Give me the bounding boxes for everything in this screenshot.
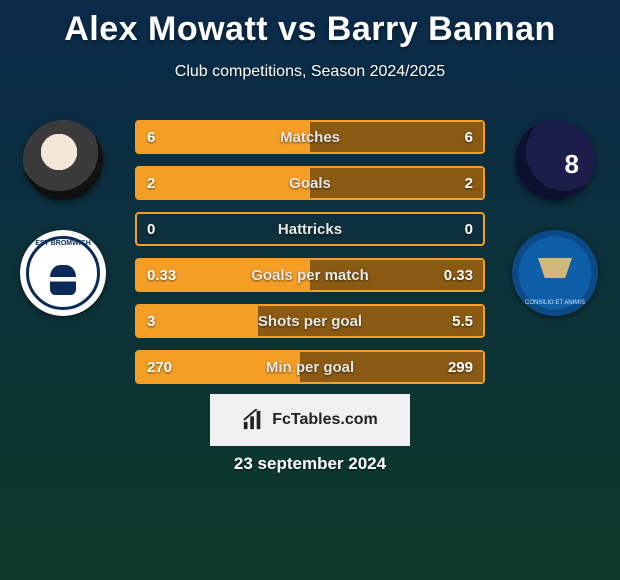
stat-value-left: 270: [147, 359, 172, 376]
stat-value-right: 2: [465, 175, 473, 192]
stat-row: 2 2 Goals: [135, 166, 485, 200]
stat-label: Min per goal: [266, 359, 354, 376]
club-crest-left: EST BROMWICH: [20, 230, 106, 316]
crest-text: EST BROMWICH: [20, 240, 106, 247]
crest-bird-icon: [50, 265, 76, 295]
stat-label: Matches: [280, 129, 340, 146]
stat-fill-right: [310, 168, 483, 198]
watermark-text: FcTables.com: [272, 411, 378, 429]
stat-row: 6 6 Matches: [135, 120, 485, 154]
watermark: FcTables.com: [210, 394, 410, 446]
stat-value-left: 6: [147, 129, 155, 146]
chart-icon: [242, 409, 264, 431]
player-avatar-right: [515, 120, 595, 200]
stat-label: Shots per goal: [258, 313, 362, 330]
stat-row: 3 5.5 Shots per goal: [135, 304, 485, 338]
stat-value-right: 6: [465, 129, 473, 146]
stat-row: 0 0 Hattricks: [135, 212, 485, 246]
stat-value-left: 2: [147, 175, 155, 192]
stats-panel: 6 6 Matches 2 2 Goals 0 0 Hattricks 0.33 0.33 Goals…: [135, 120, 485, 384]
crest-motto: CONSILIO ET ANIMIS: [525, 300, 585, 306]
stat-label: Goals per match: [251, 267, 369, 284]
stat-label: Goals: [289, 175, 331, 192]
stat-value-left: 0.33: [147, 267, 176, 284]
stat-value-right: 0.33: [444, 267, 473, 284]
stat-label: Hattricks: [278, 221, 342, 238]
stat-row: 270 299 Min per goal: [135, 350, 485, 384]
stat-value-left: 0: [147, 221, 155, 238]
player-avatar-left: [23, 120, 103, 200]
date-label: 23 september 2024: [0, 454, 620, 474]
page-title: Alex Mowatt vs Barry Bannan: [0, 0, 620, 49]
stat-fill-left: [137, 168, 310, 198]
stat-value-right: 5.5: [452, 313, 473, 330]
subtitle: Club competitions, Season 2024/2025: [0, 63, 620, 81]
stat-row: 0.33 0.33 Goals per match: [135, 258, 485, 292]
club-crest-right: CONSILIO ET ANIMIS: [512, 230, 598, 316]
stat-value-left: 3: [147, 313, 155, 330]
stat-value-right: 0: [465, 221, 473, 238]
stat-value-right: 299: [448, 359, 473, 376]
